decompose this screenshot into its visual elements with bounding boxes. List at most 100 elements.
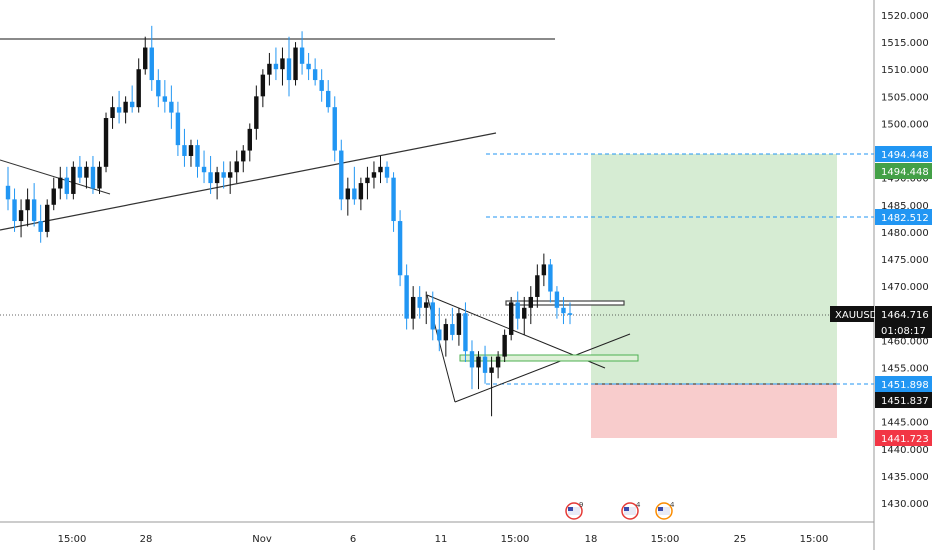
candle-body <box>371 172 377 178</box>
price-tick-label: 1510.000 <box>881 65 929 76</box>
long-position-stop-zone[interactable] <box>591 384 837 438</box>
candle-body <box>188 145 194 156</box>
badge-1494-blue: 1494.448 <box>875 146 932 162</box>
candle-body <box>201 166 207 173</box>
price-scale[interactable]: 1520.000 1515.000 1510.000 1505.000 1500.000… <box>881 11 929 510</box>
candle-body <box>508 302 514 335</box>
candle-body <box>424 302 429 308</box>
time-tick-label: 15:00 <box>58 534 87 545</box>
svg-text:4: 4 <box>670 501 675 509</box>
candle-body <box>25 199 30 211</box>
us-flag-event-icon[interactable]: 9 <box>565 501 583 520</box>
candle-body <box>116 107 122 113</box>
svg-text:1494.448: 1494.448 <box>881 167 929 178</box>
resistance-zone-box[interactable] <box>505 300 625 306</box>
svg-text:1451.898: 1451.898 <box>881 380 929 391</box>
price-tick-label: 1445.000 <box>881 418 929 429</box>
candle-body <box>319 80 324 91</box>
price-tick-label: 1435.000 <box>881 472 929 483</box>
candle-body <box>273 63 279 70</box>
candle-body <box>352 188 357 200</box>
candle-body <box>495 356 501 368</box>
candle-body <box>482 356 488 373</box>
long-position-profit-zone[interactable] <box>591 154 837 384</box>
price-tick-label: 1460.000 <box>881 336 929 347</box>
candle-body <box>443 324 449 341</box>
candle-body <box>535 275 540 297</box>
candle-body <box>365 177 370 184</box>
price-tick-label: 1515.000 <box>881 38 929 49</box>
price-tick-label: 1455.000 <box>881 363 929 374</box>
svg-text:1464.716: 1464.716 <box>881 310 929 321</box>
symbol-label: XAUUSD <box>830 306 878 322</box>
candle-body <box>522 307 527 319</box>
badge-1482-blue: 1482.512 <box>875 209 932 225</box>
candle-body <box>339 150 344 200</box>
triangle-lower-line[interactable] <box>454 333 631 403</box>
time-axis[interactable]: 15:00 28 Nov 6 11 15:00 18 15:00 25 15:00 <box>58 534 829 545</box>
us-flag-event-icon[interactable]: 4 <box>621 501 641 520</box>
candle-body <box>299 47 305 64</box>
candle-body <box>312 69 318 81</box>
us-flag-event-icon[interactable]: 4 <box>655 501 675 520</box>
candle-body <box>84 166 89 178</box>
candle-body <box>182 145 187 156</box>
candle-body <box>195 145 200 167</box>
candle-body <box>430 302 435 330</box>
badge-1494-green: 1494.448 <box>875 163 932 179</box>
price-tick-label: 1505.000 <box>881 92 929 103</box>
candle-body <box>234 161 239 173</box>
svg-text:9: 9 <box>579 501 583 509</box>
candle-body <box>528 296 533 308</box>
candle-body <box>404 275 409 319</box>
candle-body <box>71 166 76 194</box>
candle-body <box>18 210 24 222</box>
candle-body <box>417 296 422 308</box>
candle-body <box>241 150 246 162</box>
candle-body <box>90 166 96 189</box>
time-tick-label: 18 <box>585 534 598 545</box>
rising-trendline[interactable] <box>0 132 497 231</box>
support-zone-box[interactable] <box>459 354 639 362</box>
candle-body <box>162 96 168 102</box>
candle-body <box>227 172 233 178</box>
time-tick-label: 25 <box>734 534 747 545</box>
candle-body <box>397 221 403 276</box>
svg-text:1451.837: 1451.837 <box>881 396 929 407</box>
candle-body <box>567 313 573 315</box>
candle-body <box>345 188 351 200</box>
price-tick-label: 1440.000 <box>881 445 929 456</box>
candle-body <box>515 302 520 319</box>
candle-body <box>463 313 468 352</box>
candle-body <box>64 177 70 194</box>
candle-body <box>45 204 50 232</box>
price-tick-label: 1500.000 <box>881 119 929 130</box>
candle-body <box>221 172 226 178</box>
candle-body <box>489 367 494 373</box>
time-tick-label: 28 <box>140 534 153 545</box>
candle-body <box>476 356 481 368</box>
candle-body <box>502 334 507 357</box>
badge-1451-blue: 1451.898 <box>875 376 932 392</box>
candle-body <box>286 58 292 81</box>
candle-body <box>38 221 43 232</box>
candle-body <box>123 101 128 113</box>
candle-body <box>332 107 337 151</box>
candle-body <box>169 101 174 113</box>
price-tick-label: 1470.000 <box>881 282 929 293</box>
price-tick-label: 1475.000 <box>881 255 929 266</box>
candle-body <box>254 96 259 129</box>
candle-body <box>260 74 266 97</box>
candle-body <box>143 47 148 70</box>
candle-body <box>12 199 17 222</box>
candle-body <box>267 63 272 75</box>
last-price-badge: 1464.716 <box>875 306 932 322</box>
svg-text:XAUUSD: XAUUSD <box>835 310 878 321</box>
time-tick-label: 15:00 <box>651 534 680 545</box>
candle-body <box>149 47 154 81</box>
candle-body <box>326 90 331 108</box>
badge-1451-black: 1451.837 <box>875 392 932 408</box>
price-tick-label: 1485.000 <box>881 201 929 212</box>
candle-body <box>384 166 390 178</box>
